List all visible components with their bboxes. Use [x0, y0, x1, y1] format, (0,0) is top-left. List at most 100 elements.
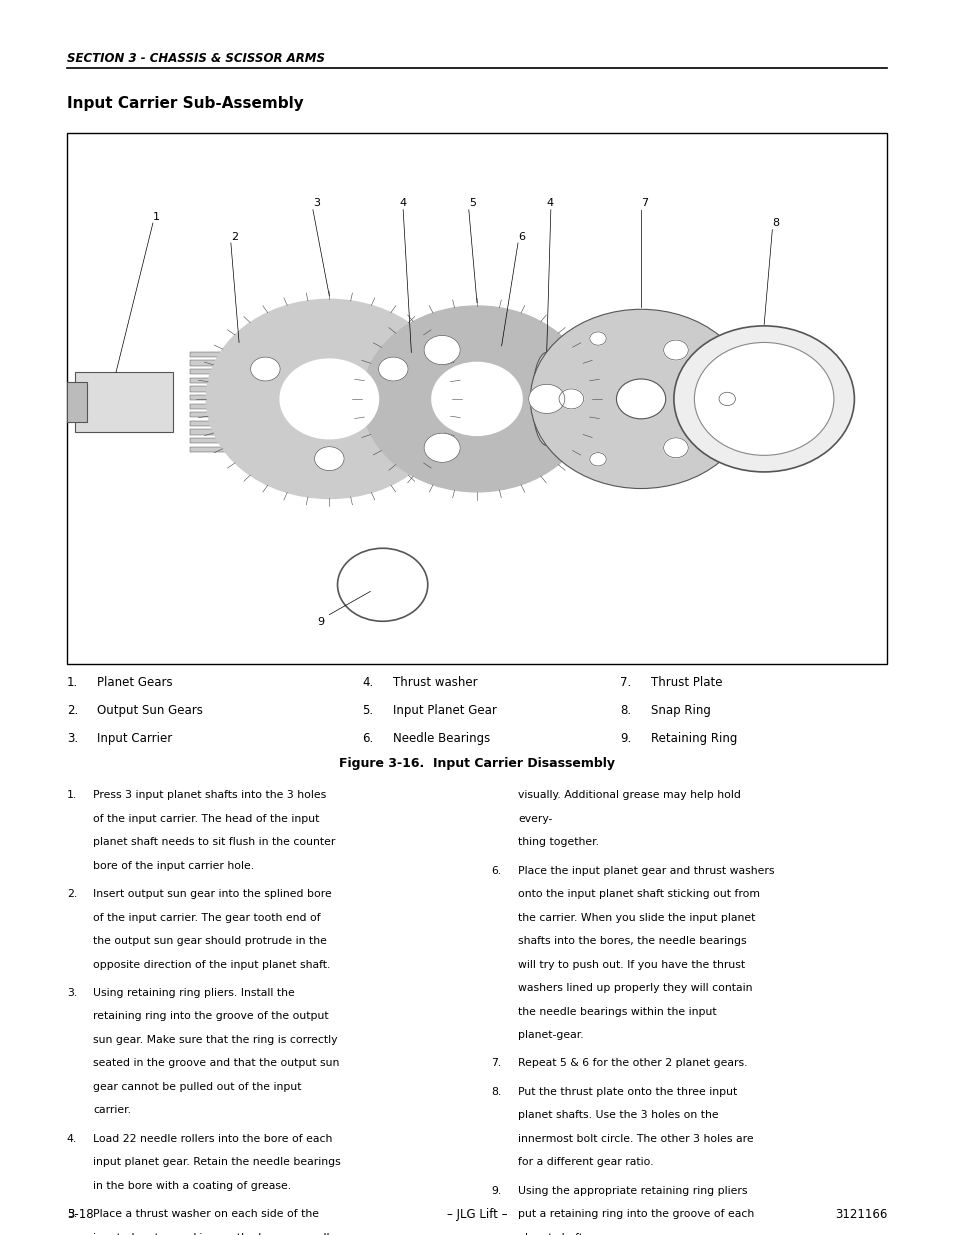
Text: Output Sun Gears: Output Sun Gears — [97, 704, 203, 718]
Circle shape — [719, 393, 735, 405]
Text: 2.: 2. — [67, 704, 78, 718]
FancyBboxPatch shape — [67, 133, 886, 664]
Text: visually. Additional grease may help hold: visually. Additional grease may help hol… — [517, 790, 740, 800]
Text: input planet gear. Line up the bores as well: input planet gear. Line up the bores as … — [93, 1233, 330, 1235]
Text: gear cannot be pulled out of the input: gear cannot be pulled out of the input — [93, 1082, 302, 1092]
Text: 9: 9 — [316, 616, 324, 626]
Bar — [190, 378, 280, 383]
Text: 3-18: 3-18 — [67, 1208, 93, 1221]
Bar — [190, 395, 280, 400]
Text: put a retaining ring into the groove of each: put a retaining ring into the groove of … — [517, 1209, 754, 1219]
Text: 1.: 1. — [67, 790, 77, 800]
Text: retaining ring into the groove of the output: retaining ring into the groove of the ou… — [93, 1011, 329, 1021]
Text: Put the thrust plate onto the three input: Put the thrust plate onto the three inpu… — [517, 1087, 737, 1097]
Text: Figure 3-16.  Input Carrier Disassembly: Figure 3-16. Input Carrier Disassembly — [338, 757, 615, 771]
Text: 4.: 4. — [67, 1134, 77, 1144]
Text: thing together.: thing together. — [517, 837, 598, 847]
Text: 7.: 7. — [491, 1058, 501, 1068]
Text: in the bore with a coating of grease.: in the bore with a coating of grease. — [93, 1181, 292, 1191]
Bar — [190, 404, 280, 409]
Text: bore of the input carrier hole.: bore of the input carrier hole. — [93, 861, 254, 871]
Text: 8.: 8. — [491, 1087, 501, 1097]
Text: Needle Bearings: Needle Bearings — [393, 732, 490, 746]
Circle shape — [558, 389, 583, 409]
Text: 7: 7 — [640, 199, 647, 209]
Text: 5.: 5. — [67, 1209, 77, 1219]
Text: 6.: 6. — [362, 732, 374, 746]
Text: of the input carrier. The gear tooth end of: of the input carrier. The gear tooth end… — [93, 913, 321, 923]
Text: shafts into the bores, the needle bearings: shafts into the bores, the needle bearin… — [517, 936, 746, 946]
Text: 1: 1 — [152, 211, 160, 221]
Text: 5: 5 — [468, 199, 476, 209]
Text: Thrust Plate: Thrust Plate — [650, 676, 721, 689]
Text: Insert output sun gear into the splined bore: Insert output sun gear into the splined … — [93, 889, 332, 899]
Bar — [67, 383, 88, 422]
Text: 6: 6 — [517, 232, 524, 242]
Text: Snap Ring: Snap Ring — [650, 704, 710, 718]
Circle shape — [424, 336, 459, 364]
Text: 3121166: 3121166 — [834, 1208, 886, 1221]
Text: Input Carrier: Input Carrier — [97, 732, 172, 746]
Bar — [190, 421, 280, 426]
Text: Thrust washer: Thrust washer — [393, 676, 477, 689]
Bar — [75, 372, 173, 432]
Circle shape — [528, 384, 564, 414]
Text: 3.: 3. — [67, 988, 77, 998]
Circle shape — [589, 453, 605, 466]
Text: 4: 4 — [546, 199, 554, 209]
Ellipse shape — [532, 352, 560, 446]
Text: 4.: 4. — [362, 676, 374, 689]
Circle shape — [663, 340, 687, 359]
Text: 4: 4 — [398, 199, 406, 209]
Circle shape — [432, 362, 521, 436]
Text: planet shaft.: planet shaft. — [517, 1233, 586, 1235]
Text: of the input carrier. The head of the input: of the input carrier. The head of the in… — [93, 814, 319, 824]
Text: 9.: 9. — [491, 1186, 501, 1195]
Text: planet shaft needs to sit flush in the counter: planet shaft needs to sit flush in the c… — [93, 837, 335, 847]
Text: – JLG Lift –: – JLG Lift – — [446, 1208, 507, 1221]
Text: SECTION 3 - CHASSIS & SCISSOR ARMS: SECTION 3 - CHASSIS & SCISSOR ARMS — [67, 52, 324, 65]
Ellipse shape — [396, 352, 425, 446]
Text: the needle bearings within the input: the needle bearings within the input — [517, 1007, 716, 1016]
Bar — [190, 438, 280, 443]
Text: 6.: 6. — [491, 866, 501, 876]
Bar — [190, 352, 280, 357]
Text: every-: every- — [517, 814, 552, 824]
Circle shape — [663, 438, 687, 458]
Text: seated in the groove and that the output sun: seated in the groove and that the output… — [93, 1058, 339, 1068]
Text: Using retaining ring pliers. Install the: Using retaining ring pliers. Install the — [93, 988, 294, 998]
Text: 3.: 3. — [67, 732, 78, 746]
Bar — [190, 361, 280, 366]
Text: 1.: 1. — [67, 676, 78, 689]
Circle shape — [694, 342, 833, 456]
Text: 5.: 5. — [362, 704, 374, 718]
Circle shape — [673, 326, 854, 472]
Circle shape — [616, 379, 665, 419]
Text: 2: 2 — [231, 232, 237, 242]
Text: Place a thrust washer on each side of the: Place a thrust washer on each side of th… — [93, 1209, 319, 1219]
Text: innermost bolt circle. The other 3 holes are: innermost bolt circle. The other 3 holes… — [517, 1134, 753, 1144]
Text: Load 22 needle rollers into the bore of each: Load 22 needle rollers into the bore of … — [93, 1134, 333, 1144]
Text: will try to push out. If you have the thrust: will try to push out. If you have the th… — [517, 960, 744, 969]
Text: Place the input planet gear and thrust washers: Place the input planet gear and thrust w… — [517, 866, 774, 876]
Bar — [190, 447, 280, 452]
Text: opposite direction of the input planet shaft.: opposite direction of the input planet s… — [93, 960, 331, 969]
Circle shape — [280, 359, 378, 438]
Text: washers lined up properly they will contain: washers lined up properly they will cont… — [517, 983, 752, 993]
Circle shape — [362, 306, 591, 492]
Text: the carrier. When you slide the input planet: the carrier. When you slide the input pl… — [517, 913, 755, 923]
Bar — [190, 412, 280, 417]
Text: carrier.: carrier. — [93, 1105, 132, 1115]
Circle shape — [424, 433, 459, 462]
Text: 3: 3 — [313, 199, 319, 209]
Text: Planet Gears: Planet Gears — [97, 676, 172, 689]
Bar — [190, 369, 280, 374]
Circle shape — [206, 299, 452, 499]
Text: 8: 8 — [772, 219, 779, 228]
Circle shape — [378, 357, 408, 380]
Text: Repeat 5 & 6 for the other 2 planet gears.: Repeat 5 & 6 for the other 2 planet gear… — [517, 1058, 747, 1068]
Text: sun gear. Make sure that the ring is correctly: sun gear. Make sure that the ring is cor… — [93, 1035, 337, 1045]
Text: Input Planet Gear: Input Planet Gear — [393, 704, 497, 718]
Text: onto the input planet shaft sticking out from: onto the input planet shaft sticking out… — [517, 889, 760, 899]
Text: planet-gear.: planet-gear. — [517, 1030, 583, 1040]
